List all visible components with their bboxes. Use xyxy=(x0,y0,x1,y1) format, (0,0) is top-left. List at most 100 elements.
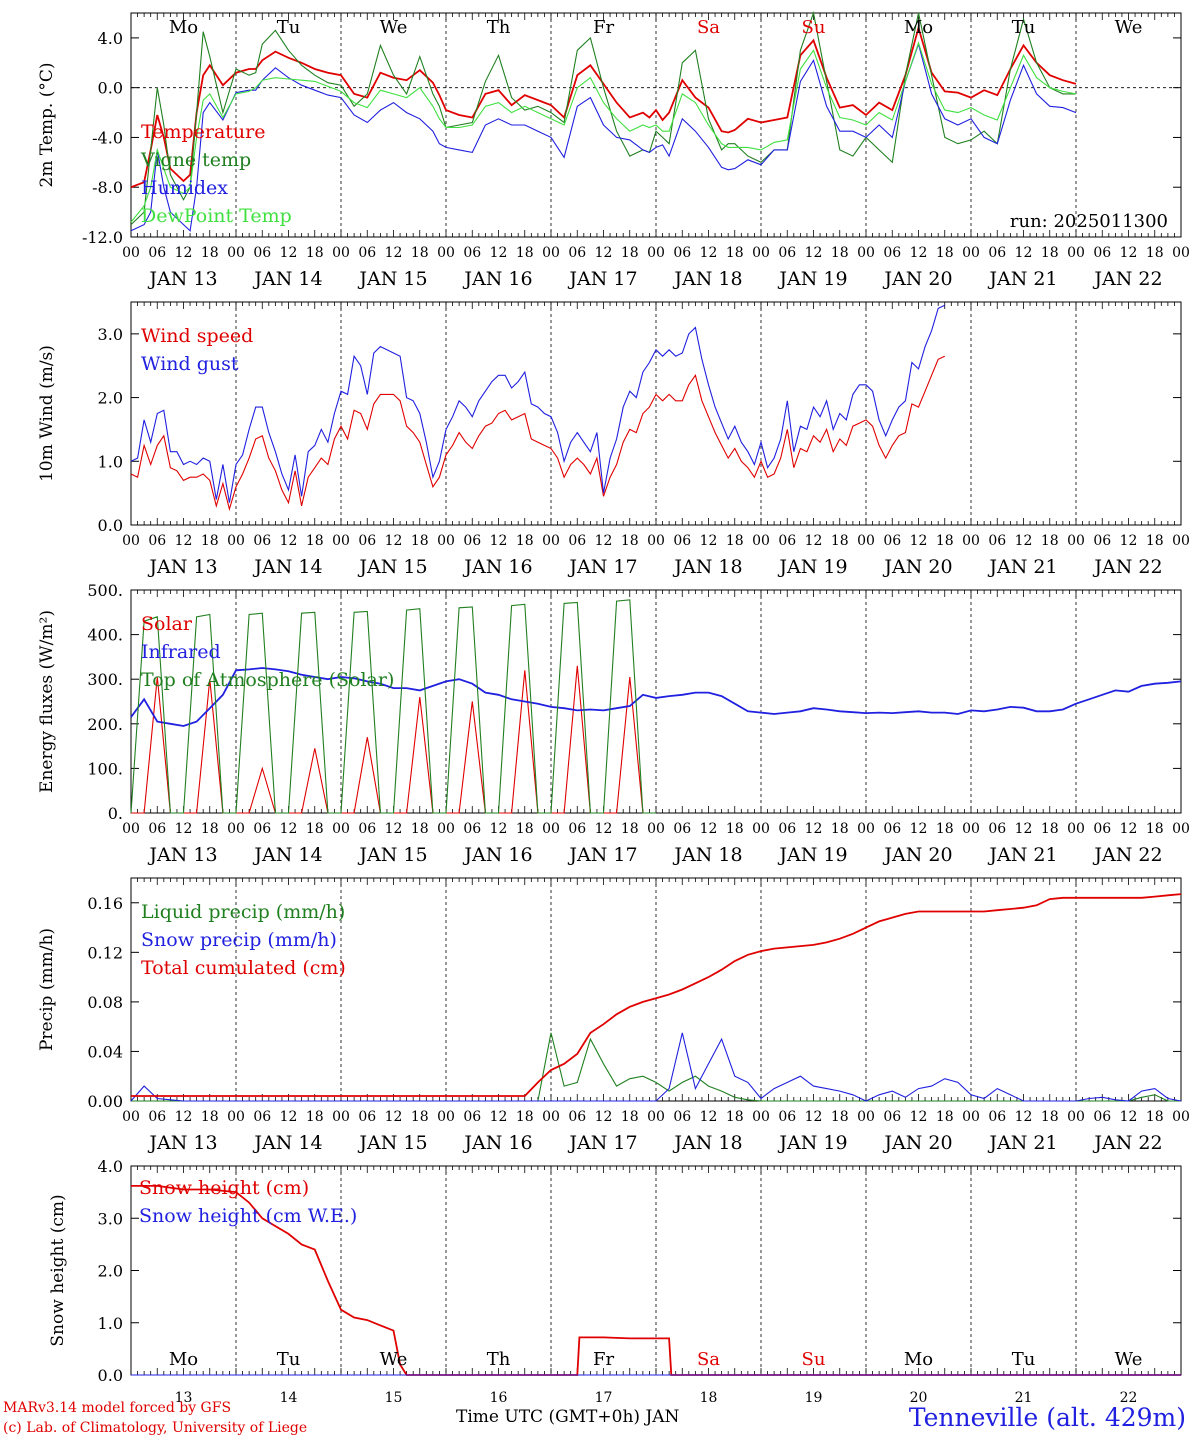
hour-tick-label: 00 xyxy=(122,1109,140,1125)
hour-tick-label: 18 xyxy=(201,821,219,837)
series-line-temperature xyxy=(130,24,1077,189)
hour-tick-label: 06 xyxy=(988,1109,1006,1125)
hour-tick-label: 00 xyxy=(647,1109,665,1125)
hour-tick-label: 18 xyxy=(936,821,954,837)
series-line-snow-precip-mm-h- xyxy=(130,1032,1182,1102)
y-axis-label: 2m Temp. (°C) xyxy=(37,62,57,187)
date-label: JAN 18 xyxy=(672,844,742,866)
hour-tick-label: 00 xyxy=(542,533,560,549)
legend-entry: Snow precip (mm/h) xyxy=(141,929,337,951)
y-tick-label: 0.12 xyxy=(87,943,123,962)
weekday-label: Su xyxy=(802,17,826,38)
hour-tick-label: 06 xyxy=(148,245,166,261)
hour-tick-label: 06 xyxy=(883,1109,901,1125)
day-number-label: 22 xyxy=(1120,1390,1138,1406)
day-number-label: 16 xyxy=(490,1390,508,1406)
hour-tick-label: 18 xyxy=(201,245,219,261)
date-label: JAN 14 xyxy=(252,1132,322,1154)
legend-entry: Infrared xyxy=(141,641,221,663)
hour-tick-label: 00 xyxy=(227,245,245,261)
credit-line-1: MARv3.14 model forced by GFS xyxy=(3,1400,232,1416)
date-label: JAN 16 xyxy=(462,844,532,866)
hour-tick-label: 00 xyxy=(332,245,350,261)
hour-tick-label: 18 xyxy=(411,1109,429,1125)
hour-tick-label: 06 xyxy=(253,1109,271,1125)
hour-tick-label: 00 xyxy=(542,245,560,261)
hour-tick-label: 06 xyxy=(1093,245,1111,261)
date-label: JAN 18 xyxy=(672,1132,742,1154)
hour-tick-label: 18 xyxy=(411,533,429,549)
hour-tick-label: 00 xyxy=(122,533,140,549)
hour-tick-label: 06 xyxy=(253,245,271,261)
hour-tick-label: 12 xyxy=(490,245,508,261)
hour-tick-label: 00 xyxy=(962,533,980,549)
date-label: JAN 16 xyxy=(462,1132,532,1154)
date-label: JAN 15 xyxy=(357,268,427,290)
date-label: JAN 19 xyxy=(777,556,847,578)
y-tick-label: 0.08 xyxy=(87,993,123,1012)
hour-tick-label: 12 xyxy=(805,533,823,549)
weekday-label: Sa xyxy=(697,17,720,38)
hour-tick-label: 18 xyxy=(516,1109,534,1125)
y-tick-label: 0.04 xyxy=(87,1042,123,1061)
hour-tick-label: 12 xyxy=(700,1109,718,1125)
legend-entry: Snow height (cm W.E.) xyxy=(139,1205,357,1227)
hour-tick-label: 00 xyxy=(857,821,875,837)
hour-tick-label: 12 xyxy=(700,533,718,549)
hour-tick-label: 18 xyxy=(726,821,744,837)
legend-entry: Total cumulated (cm) xyxy=(141,957,346,979)
hour-tick-label: 00 xyxy=(332,533,350,549)
hour-tick-label: 12 xyxy=(280,245,298,261)
y-tick-label: -8.0 xyxy=(92,178,123,197)
series-line-wind-gust xyxy=(130,304,946,503)
day-number-label: 18 xyxy=(700,1390,718,1406)
hour-tick-label: 06 xyxy=(883,245,901,261)
hour-tick-label: 12 xyxy=(490,821,508,837)
hour-tick-label: 00 xyxy=(857,1109,875,1125)
y-tick-label: 0. xyxy=(108,804,123,823)
hour-tick-label: 06 xyxy=(568,245,586,261)
y-tick-label: 1.0 xyxy=(98,1314,123,1333)
hour-tick-label: 06 xyxy=(778,245,796,261)
hour-tick-label: 12 xyxy=(700,821,718,837)
date-label: JAN 13 xyxy=(147,844,217,866)
hour-tick-label: 06 xyxy=(778,533,796,549)
date-label: JAN 15 xyxy=(357,844,427,866)
weekday-label: Mo xyxy=(169,17,198,38)
hour-tick-label: 18 xyxy=(831,821,849,837)
hour-tick-label: 00 xyxy=(962,1109,980,1125)
day-number-label: 14 xyxy=(280,1390,298,1406)
hour-tick-label: 12 xyxy=(175,1109,193,1125)
series-line-wind-speed xyxy=(130,355,946,512)
hour-tick-label: 12 xyxy=(1015,533,1033,549)
y-tick-label: 100. xyxy=(87,759,123,778)
credit-line-2: (c) Lab. of Climatology, University of L… xyxy=(3,1420,308,1436)
date-label: JAN 17 xyxy=(567,1132,637,1154)
hour-tick-label: 18 xyxy=(306,245,324,261)
weekday-label: Fr xyxy=(593,1349,614,1370)
hour-tick-label: 18 xyxy=(621,533,639,549)
hour-tick-label: 18 xyxy=(621,821,639,837)
hour-tick-label: 06 xyxy=(673,1109,691,1125)
y-axis-label: Precip (mm/h) xyxy=(37,928,57,1051)
hour-tick-label: 18 xyxy=(1146,821,1164,837)
date-label: JAN 13 xyxy=(147,268,217,290)
hour-tick-label: 00 xyxy=(332,1109,350,1125)
y-tick-label: 300. xyxy=(87,670,123,689)
hour-tick-label: 12 xyxy=(805,1109,823,1125)
date-label: JAN 14 xyxy=(252,268,322,290)
hour-tick-label: 06 xyxy=(568,1109,586,1125)
y-tick-label: 0.0 xyxy=(98,79,123,98)
hour-tick-label: 00 xyxy=(227,533,245,549)
y-tick-label: -12.0 xyxy=(82,228,123,247)
date-label: JAN 13 xyxy=(147,1132,217,1154)
weekday-label: Th xyxy=(487,17,511,38)
weekday-label: Su xyxy=(802,1349,826,1370)
date-label: JAN 18 xyxy=(672,268,742,290)
hour-tick-label: 12 xyxy=(1015,245,1033,261)
hour-tick-label: 12 xyxy=(490,1109,508,1125)
legend-entry: Humidex xyxy=(141,177,228,199)
hour-tick-label: 06 xyxy=(673,533,691,549)
hour-tick-label: 00 xyxy=(647,533,665,549)
